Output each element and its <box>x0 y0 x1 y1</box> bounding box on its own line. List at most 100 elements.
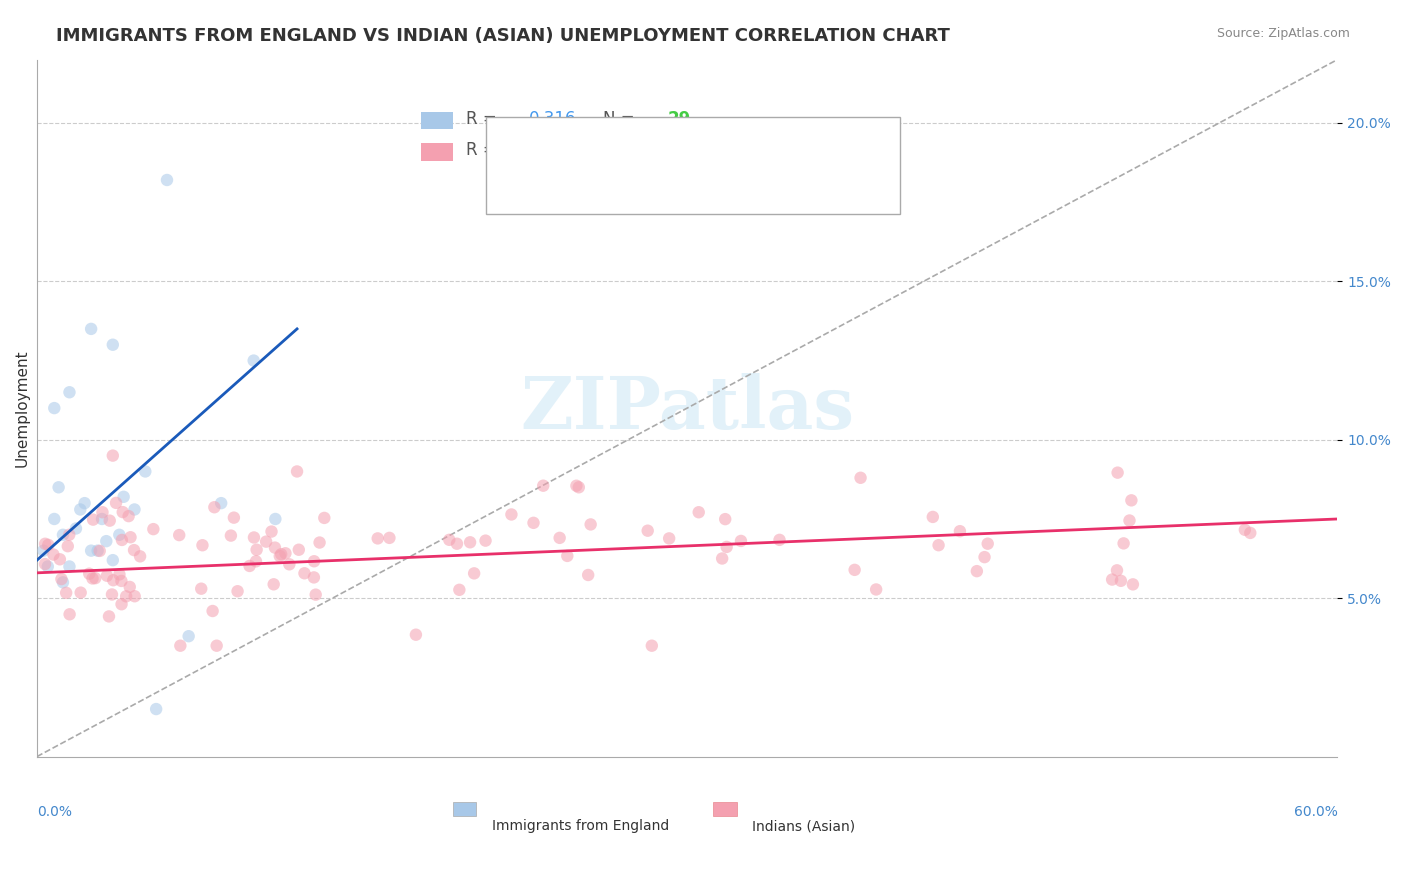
Point <box>302 570 325 584</box>
Point <box>80 543 103 558</box>
Point <box>844 563 866 577</box>
Point <box>86 543 108 558</box>
Point <box>37 538 59 552</box>
Point <box>98 609 121 624</box>
Point <box>122 543 145 558</box>
Point <box>294 566 316 581</box>
Point <box>949 524 972 538</box>
Point <box>34 557 56 571</box>
Point <box>565 479 588 493</box>
Point <box>56 539 79 553</box>
Point <box>285 465 308 479</box>
Point <box>51 572 73 586</box>
Point <box>531 478 554 492</box>
Text: IMMIGRANTS FROM ENGLAND VS INDIAN (ASIAN) UNEMPLOYMENT CORRELATION CHART: IMMIGRANTS FROM ENGLAND VS INDIAN (ASIAN… <box>56 27 950 45</box>
Point <box>555 549 578 563</box>
Point <box>1239 525 1261 540</box>
Point <box>48 480 70 494</box>
Point <box>44 512 66 526</box>
Point <box>576 568 599 582</box>
Point <box>264 541 287 555</box>
Point <box>449 582 471 597</box>
Point <box>101 449 124 463</box>
Point <box>242 353 264 368</box>
Text: R =: R = <box>467 141 502 159</box>
Point <box>716 540 738 554</box>
Point <box>142 522 165 536</box>
Point <box>59 607 82 622</box>
Point <box>568 480 591 494</box>
Point <box>129 549 152 564</box>
Point <box>69 585 91 599</box>
Text: R =: R = <box>467 110 502 128</box>
Point <box>270 547 292 561</box>
Point <box>288 542 311 557</box>
Point <box>730 533 752 548</box>
Point <box>1122 577 1144 591</box>
Point <box>58 527 80 541</box>
Point <box>58 385 80 400</box>
Point <box>80 322 103 336</box>
Point <box>1233 523 1256 537</box>
Point <box>202 500 225 515</box>
Point <box>209 496 232 510</box>
Point <box>55 586 77 600</box>
Point <box>101 553 124 567</box>
Point <box>637 524 659 538</box>
Y-axis label: Unemployment: Unemployment <box>15 350 30 467</box>
Point <box>928 538 950 552</box>
Point <box>201 604 224 618</box>
Point <box>112 490 135 504</box>
Point <box>278 558 301 572</box>
Point <box>65 521 87 535</box>
Point <box>167 528 190 542</box>
Point <box>977 537 1000 551</box>
Point <box>579 517 602 532</box>
Point <box>117 509 139 524</box>
Point <box>111 505 134 519</box>
Point <box>1101 573 1123 587</box>
Point <box>134 465 156 479</box>
Text: 0.0%: 0.0% <box>37 805 72 820</box>
Point <box>105 496 128 510</box>
Point <box>222 510 245 524</box>
Point <box>714 512 737 526</box>
Point <box>108 528 131 542</box>
Point <box>96 568 118 582</box>
Point <box>205 639 228 653</box>
Point <box>264 512 287 526</box>
Text: 0.316: 0.316 <box>529 110 576 128</box>
Point <box>658 532 681 546</box>
Point <box>34 537 56 551</box>
Point <box>239 558 262 573</box>
Point <box>110 574 132 588</box>
Point <box>49 552 72 566</box>
Point <box>1112 536 1135 550</box>
Point <box>226 584 249 599</box>
Text: 0.318: 0.318 <box>529 141 576 159</box>
Text: 60.0%: 60.0% <box>1294 805 1337 820</box>
Point <box>688 505 710 519</box>
Point <box>260 524 283 539</box>
Point <box>1118 514 1140 528</box>
Point <box>73 496 96 510</box>
Bar <box>420 112 453 129</box>
Point <box>120 530 142 544</box>
Point <box>169 639 191 653</box>
Text: N =: N = <box>603 110 640 128</box>
Point <box>52 528 75 542</box>
Point <box>367 532 389 546</box>
Point <box>548 531 571 545</box>
Point <box>111 533 134 547</box>
Point <box>274 546 297 560</box>
Point <box>446 537 468 551</box>
Point <box>474 533 496 548</box>
Point <box>91 512 114 526</box>
Point <box>458 535 481 549</box>
Point <box>1105 563 1128 577</box>
Point <box>101 337 124 351</box>
Point <box>314 511 336 525</box>
Point <box>101 587 124 601</box>
Bar <box>453 802 477 816</box>
Point <box>378 531 401 545</box>
